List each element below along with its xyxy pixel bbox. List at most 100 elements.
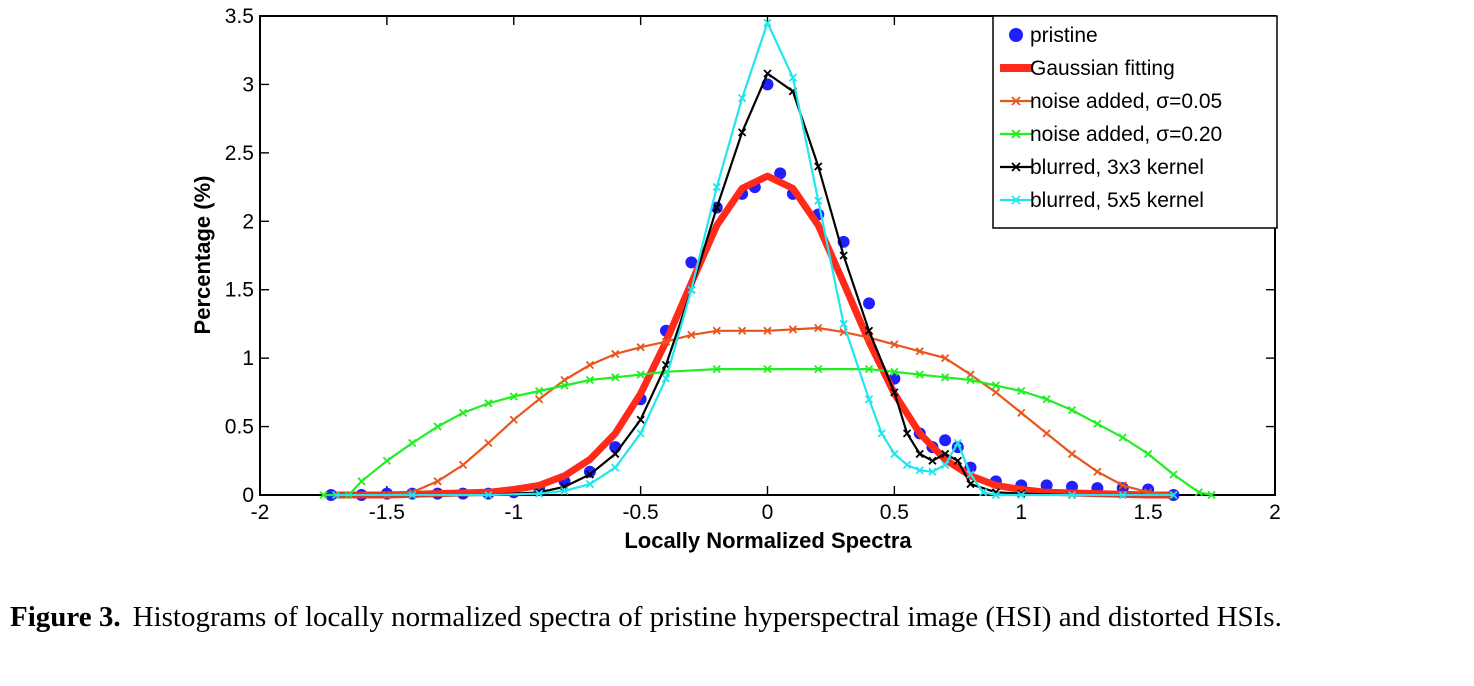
y-tick-label: 3: [242, 73, 254, 96]
data-point: [890, 340, 899, 349]
legend-label: noise added, σ=0.05: [1030, 90, 1222, 113]
data-point: [763, 18, 772, 27]
x-tick-label: 1.5: [1134, 501, 1163, 524]
caption-label: Figure 3.: [10, 601, 121, 633]
data-point: [583, 465, 596, 478]
data-point: [1067, 449, 1077, 459]
data-point: [814, 323, 823, 333]
legend-label: blurred, 5x5 kernel: [1030, 189, 1204, 212]
data-point: [1143, 449, 1153, 459]
legend-entry: pristine: [1009, 24, 1098, 47]
data-point: [915, 370, 924, 379]
y-tick-label: 3.5: [225, 5, 254, 28]
data-point: [1017, 490, 1026, 500]
series-1: [336, 172, 1174, 499]
data-point: [953, 456, 962, 465]
data-point: [1194, 488, 1204, 497]
data-point: [712, 182, 721, 192]
data-point: [991, 388, 1001, 397]
y-axis-label: Percentage (%): [190, 176, 215, 335]
x-axis-label: Locally Normalized Spectra: [624, 528, 912, 553]
data-point: [636, 415, 645, 424]
legend-marker: [1011, 129, 1021, 139]
legend-entry: noise added, σ=0.20: [1000, 123, 1222, 146]
data-point: [560, 486, 569, 496]
data-point: [763, 326, 772, 335]
data-point: [1093, 419, 1102, 428]
legend: pristine Gaussian fitting noise added, σ=0…: [992, 15, 1278, 229]
data-point: [636, 370, 645, 379]
data-point: [763, 69, 772, 78]
legend-label: blurred, 3x3 kernel: [1030, 156, 1204, 179]
data-point: [687, 285, 696, 294]
data-point: [1093, 467, 1102, 476]
data-point: [737, 326, 747, 335]
data-point: [661, 337, 671, 346]
data-point: [814, 162, 823, 171]
data-point: [788, 325, 798, 334]
plot-frame: [259, 15, 1276, 496]
data-point: [534, 489, 544, 498]
data-point: [661, 374, 671, 383]
data-point: [864, 364, 874, 374]
data-point: [458, 460, 468, 470]
data-point: [712, 364, 721, 374]
data-point: [928, 467, 937, 476]
data-point: [966, 470, 975, 479]
data-point: [509, 415, 518, 424]
data-point: [484, 490, 493, 500]
data-point: [966, 479, 975, 489]
data-point: [928, 456, 937, 465]
legend-marker: [1009, 28, 1023, 42]
caption-text: Histograms of locally normalized spectra…: [132, 601, 1282, 633]
data-point: [585, 360, 595, 370]
data-point: [939, 434, 952, 447]
data-point: [1042, 429, 1051, 438]
y-tick-label: 1: [242, 347, 254, 370]
x-tick-label: -2: [251, 501, 270, 524]
legend-marker: [1011, 162, 1021, 172]
series-2: [331, 323, 1178, 500]
data-point: [1017, 408, 1026, 418]
data-point: [890, 367, 899, 376]
y-tick-label: 1.5: [225, 279, 254, 302]
data-point: [484, 399, 493, 408]
data-point: [585, 375, 595, 385]
series-line: [336, 172, 1174, 499]
data-point: [763, 364, 772, 374]
data-point: [319, 490, 328, 500]
series-5: [331, 18, 1178, 500]
data-point: [611, 373, 620, 382]
data-point: [863, 297, 875, 310]
data-point: [737, 93, 747, 103]
x-tick-label: -0.5: [623, 501, 659, 524]
data-point: [915, 466, 924, 475]
data-point: [1118, 433, 1127, 442]
data-point: [979, 488, 988, 497]
legend-marker: [1011, 96, 1021, 106]
data-point: [458, 408, 468, 418]
x-tick-label: 0: [762, 501, 774, 524]
chart: -2 -1.5 -1 -0.5 0 0.5 1 1.5 2 0 0.5 1 1.5 2 2.5 3 3.5 Lo…: [190, 5, 1281, 553]
legend-marker: [1011, 195, 1021, 205]
data-point: [433, 477, 442, 486]
y-tick-label: 0.5: [225, 416, 254, 439]
data-point: [890, 449, 899, 459]
data-point: [966, 375, 975, 385]
data-point: [991, 381, 1001, 390]
y-tick-label: 0: [242, 484, 254, 507]
x-tick-label: -1.5: [369, 501, 405, 524]
data-point: [560, 381, 569, 390]
data-point: [839, 251, 848, 260]
data-point: [953, 438, 962, 448]
data-point: [712, 203, 721, 212]
series-layer: [319, 18, 1216, 501]
data-point: [484, 438, 493, 448]
data-point: [774, 167, 787, 180]
data-point: [864, 395, 874, 404]
data-point: [902, 429, 912, 438]
data-point: [839, 319, 848, 329]
data-point: [737, 128, 747, 137]
data-point: [585, 479, 595, 489]
data-point: [915, 449, 924, 459]
